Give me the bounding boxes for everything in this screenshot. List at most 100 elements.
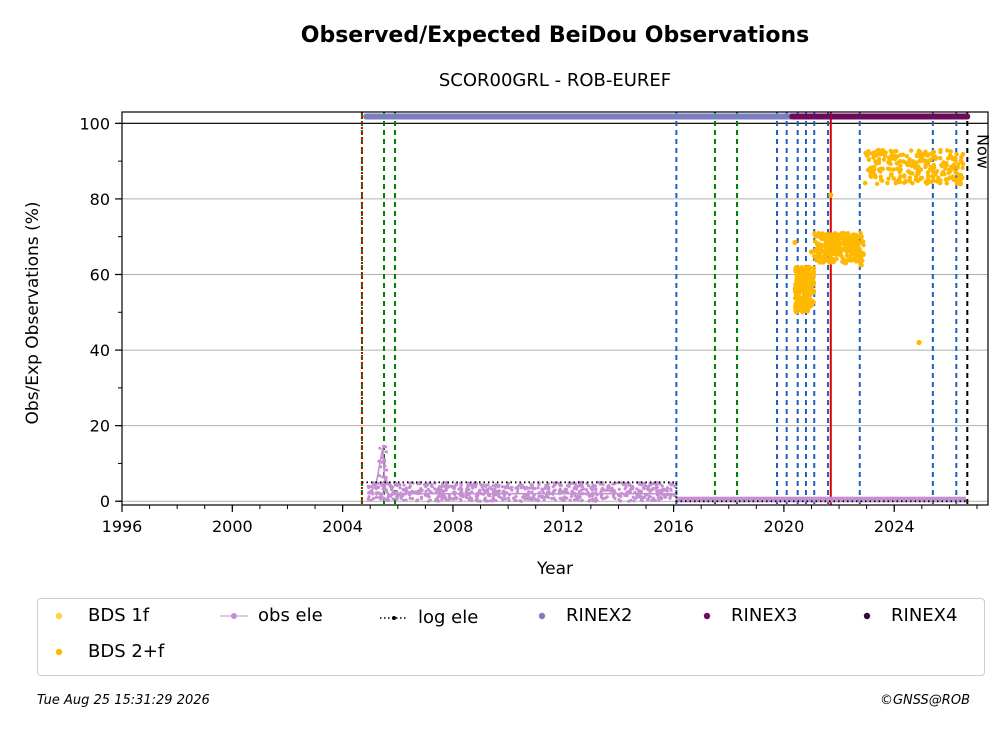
obs-ele-point <box>478 499 482 503</box>
bds-2f-point <box>823 239 829 245</box>
obs-ele-point <box>656 490 660 494</box>
obs-ele-point <box>590 487 594 491</box>
bds-2f-point <box>923 158 928 163</box>
bds-2f-point <box>832 231 838 236</box>
bds-2f-point <box>793 301 798 306</box>
obs-ele-point <box>502 489 506 493</box>
obs-ele-point <box>575 495 579 499</box>
obs-ele-point <box>648 490 652 494</box>
x-tick-label: 2016 <box>653 517 694 536</box>
obs-ele-point <box>413 490 417 494</box>
obs-ele-point <box>521 495 525 499</box>
obs-ele-point <box>440 498 444 502</box>
bds-2f-point <box>948 155 953 160</box>
footer-timestamp: Tue Aug 25 15:31:29 2026 <box>37 693 210 708</box>
obs-ele-point <box>536 486 540 490</box>
bds-2f-point <box>859 251 864 257</box>
obs-ele-point <box>668 494 673 498</box>
obs-ele-point <box>635 487 639 491</box>
bds-2f-point <box>932 154 938 159</box>
obs-ele-point <box>454 482 459 487</box>
bds-2f-point <box>861 242 866 248</box>
obs-ele-point <box>657 498 661 503</box>
obs-ele-point <box>383 445 387 449</box>
obs-ele-point <box>379 465 383 469</box>
obs-ele-point <box>425 482 430 487</box>
obs-ele-point <box>467 488 471 492</box>
bds-2f-point <box>828 244 833 250</box>
obs-ele-point <box>438 494 442 498</box>
bds-2f-point <box>797 298 803 303</box>
x-tick-label: 2004 <box>322 517 363 536</box>
obs-ele-point <box>593 487 597 491</box>
obs-ele-point <box>636 494 640 498</box>
bds-2f-point <box>958 158 964 163</box>
obs-ele-point <box>611 494 616 499</box>
obs-ele-point <box>481 488 485 492</box>
obs-ele-point <box>398 483 402 487</box>
bds-2f-point <box>812 231 817 236</box>
y-tick-label: 20 <box>90 417 110 436</box>
obs-ele-point <box>540 488 544 493</box>
obs-ele-point <box>381 475 385 479</box>
y-tick-label: 40 <box>90 341 110 360</box>
obs-ele-point <box>571 481 575 485</box>
obs-ele-point <box>632 499 636 503</box>
obs-ele-point <box>378 446 382 450</box>
bds-2f-point <box>812 253 817 259</box>
y-axis-label: Obs/Exp Observations (%) <box>23 202 43 425</box>
obs-ele-point <box>656 496 660 500</box>
bds-2f-point <box>834 256 839 262</box>
bds-2f-point <box>794 273 799 278</box>
bds-2f-point <box>925 162 931 167</box>
obs-ele-point <box>559 490 563 494</box>
bds-2f-point <box>838 247 843 253</box>
obs-ele-point <box>646 497 650 502</box>
obs-ele-point <box>474 498 478 502</box>
obs-ele-point <box>648 495 653 499</box>
obs-ele-point <box>379 492 383 496</box>
bds-2f-point <box>947 169 953 174</box>
legend-item-log-ele: log ele <box>380 607 478 628</box>
bds-2f-point <box>959 154 964 160</box>
obs-ele-point <box>506 483 510 487</box>
obs-ele-point <box>576 498 580 502</box>
axes-frame <box>121 111 989 506</box>
obs-ele-point <box>550 496 554 501</box>
bds-2f-point <box>859 234 864 239</box>
obs-ele-point <box>587 499 591 503</box>
legend: BDS 1f obs ele log ele RINEX2 RINEX3 RIN… <box>37 598 985 676</box>
obs-ele-point <box>389 483 393 488</box>
bds-2f-point <box>954 177 959 182</box>
obs-ele-point <box>467 497 471 502</box>
bds-2f-point <box>866 149 871 154</box>
bds-2f-point <box>833 247 838 253</box>
obs-ele-point <box>508 486 513 491</box>
bds-2f-point <box>807 264 812 270</box>
bds-2f-point <box>811 270 816 276</box>
bds-2f-point <box>930 149 936 155</box>
obs-ele-point <box>371 492 375 496</box>
bds-2f-point <box>808 299 813 305</box>
bds-2f-point <box>856 241 861 246</box>
bds-2f-point <box>957 181 964 187</box>
bds-2f-point <box>874 181 880 186</box>
obs-ele-point <box>433 487 437 491</box>
obs-ele-band-late <box>676 496 966 503</box>
bds-2f-point <box>950 174 956 179</box>
obs-ele-point <box>394 497 399 501</box>
bds-2f-point <box>850 233 856 238</box>
bds-2f-point <box>800 289 806 294</box>
bds-2f-point <box>943 166 948 171</box>
obs-ele-point <box>565 496 569 500</box>
bds-2f-point <box>954 152 959 157</box>
bds-2f-point <box>943 162 948 167</box>
bds-2f-point <box>892 156 898 162</box>
bds-2f-point <box>858 230 863 236</box>
obs-ele-point <box>404 488 408 492</box>
bds-2f-point <box>901 180 907 185</box>
legend-marker <box>703 612 711 619</box>
bds-2f-point <box>829 232 834 237</box>
x-axis-label: Year <box>536 559 573 579</box>
obs-ele-point <box>383 464 387 468</box>
